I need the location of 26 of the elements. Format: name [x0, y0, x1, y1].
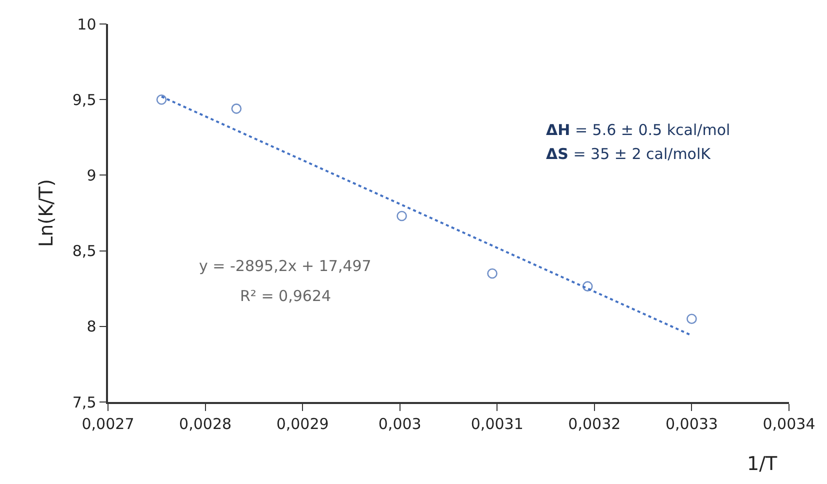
y-tick-label: 7,5 — [72, 393, 96, 412]
x-tick-label: 0,0032 — [568, 414, 621, 433]
x-tick-label: 0,0033 — [665, 414, 718, 433]
y-axis-title: Ln(K/T) — [36, 179, 58, 247]
annotation: ΔS = 35 ± 2 cal/molK — [546, 145, 712, 163]
x-tick-label: 0,0031 — [470, 414, 524, 433]
y-tick-label: 9,5 — [72, 90, 96, 109]
y-tick-label: 10 — [77, 15, 96, 34]
x-tick-label: 0,0027 — [82, 414, 134, 433]
x-tick-label: 0,0028 — [179, 414, 232, 433]
point — [686, 314, 697, 324]
y-tick-label: 9 — [86, 166, 96, 184]
x-tick-label: 0,0029 — [276, 414, 329, 433]
annotation: ΔH = 5.6 ± 0.5 kcal/mol — [546, 121, 730, 139]
point — [156, 94, 167, 105]
x-axis-title: 1/T — [747, 453, 778, 475]
point — [396, 210, 407, 222]
x-tick-label: 0,003 — [378, 414, 422, 433]
point — [487, 268, 498, 279]
annotation: R² = 0,9624 — [240, 287, 332, 305]
y-tick-label: 8,5 — [72, 242, 96, 260]
y-tick-label: 8 — [86, 318, 96, 336]
x-tick-label: 0,0034 — [762, 414, 816, 433]
point — [582, 281, 593, 292]
annotation: y = -2895,2x + 17,497 — [199, 257, 372, 275]
point — [231, 104, 242, 114]
